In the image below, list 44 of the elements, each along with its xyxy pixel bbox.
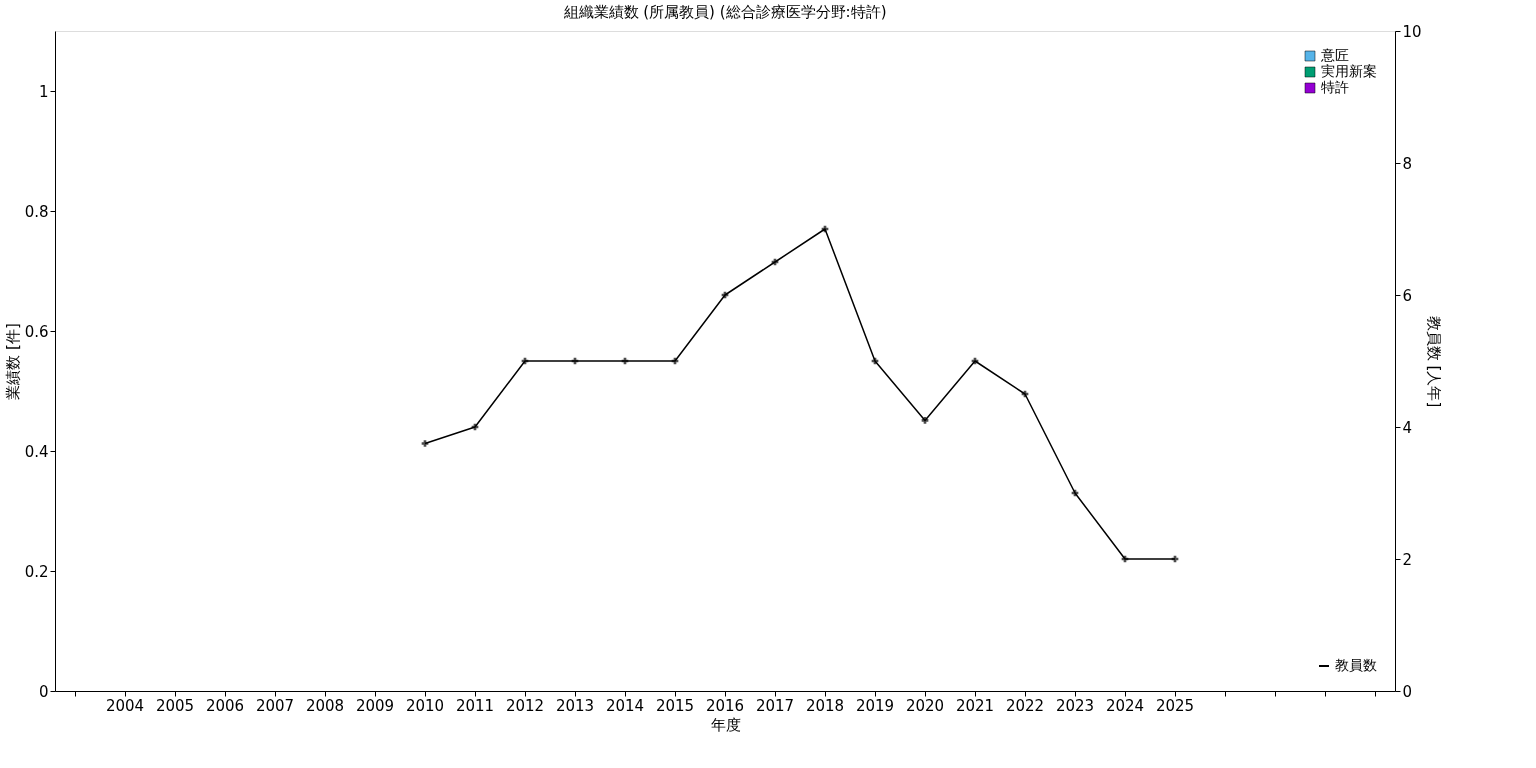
x-tick-label: 2020 [905, 696, 945, 715]
x-tick-label: 2010 [405, 696, 445, 715]
y2-tick-label: 8 [1402, 154, 1413, 173]
x-tick-label: 2012 [505, 696, 545, 715]
x-tick-label: 2017 [755, 696, 795, 715]
x-tick-label: 2006 [205, 696, 245, 715]
y2-tick-label: 6 [1402, 286, 1413, 305]
x-tick-label: 2025 [1155, 696, 1195, 715]
x-tick-label: 2016 [705, 696, 745, 715]
x-axis-title: 年度 [710, 715, 741, 734]
x-tick-label: 2011 [455, 696, 495, 715]
y2-axis-title: 教員数 [人年] [1424, 315, 1443, 408]
y-tick-label: 1 [38, 82, 49, 101]
x-tick-label: 2015 [655, 696, 695, 715]
legend-label: 特許 [1321, 79, 1349, 95]
x-tick-label: 2023 [1055, 696, 1095, 715]
x-tick-label: 2021 [955, 696, 995, 715]
legend-label: 実用新案 [1321, 63, 1377, 79]
x-tick-label: 2013 [555, 696, 595, 715]
y2-tick-label: 10 [1402, 22, 1422, 41]
x-tick-label: 2007 [255, 696, 295, 715]
x-tick-label: 2004 [105, 696, 145, 715]
chart-title: 組織業績数 (所属教員) (総合診療医学分野:特許) [562, 3, 887, 21]
point [921, 417, 929, 424]
x-tick-label: 2014 [605, 696, 645, 715]
x-tick-label: 2024 [1105, 696, 1145, 715]
y2-tick-label: 0 [1402, 682, 1413, 701]
y-tick-label: 0.2 [24, 562, 49, 581]
x-tick-label: 2008 [305, 696, 345, 715]
y-axis-title: 業績数 [件] [3, 323, 22, 400]
x-tick-label: 2018 [805, 696, 845, 715]
y-tick-label: 0 [38, 682, 49, 701]
legend-label: 意匠 [1320, 47, 1349, 63]
y2-tick-label: 2 [1402, 550, 1413, 569]
y2-tick-label: 4 [1402, 418, 1413, 437]
x-tick-label: 2019 [855, 696, 895, 715]
point [421, 440, 429, 447]
y-tick-label: 0.6 [24, 322, 49, 341]
x-tick-label: 2009 [355, 696, 395, 715]
y-tick-label: 0.8 [24, 202, 49, 221]
legend-label: 教員数 [1335, 657, 1377, 673]
x-tick-label: 2005 [155, 696, 195, 715]
y-tick-label: 0.4 [24, 442, 49, 461]
x-tick-label: 2022 [1005, 696, 1045, 715]
